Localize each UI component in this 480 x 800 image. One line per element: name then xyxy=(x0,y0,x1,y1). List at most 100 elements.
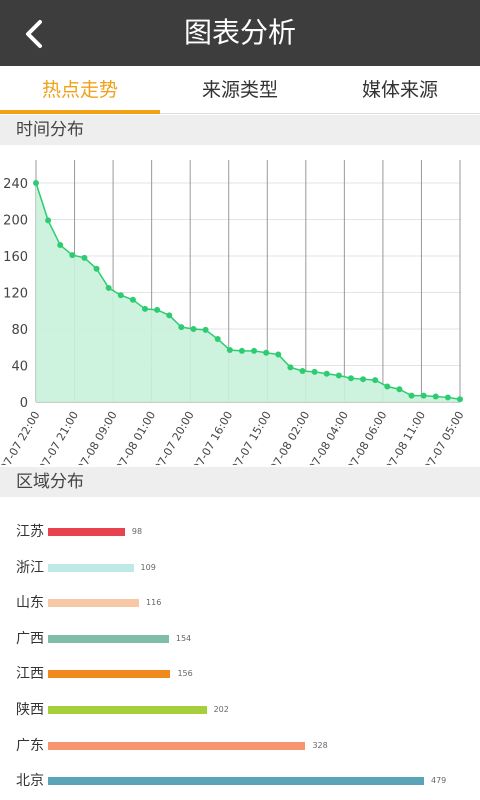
region-bar xyxy=(48,528,125,536)
region-value-label: 328 xyxy=(312,740,328,750)
region-bar xyxy=(48,563,134,572)
x-tick-label: 07-08 01:00 xyxy=(113,409,158,465)
x-tick-label: 07-08 02:00 xyxy=(268,409,313,465)
data-point xyxy=(57,242,64,249)
data-point xyxy=(287,364,294,371)
section-header-time: 时间分布 xyxy=(0,115,480,145)
data-point xyxy=(178,324,185,331)
data-point xyxy=(154,306,161,313)
x-tick-label: 07-08 09:00 xyxy=(75,409,120,465)
region-label: 北京 xyxy=(16,773,44,790)
data-point xyxy=(251,347,258,354)
region-label: 陕西 xyxy=(16,702,44,718)
title-bar: 图表分析 xyxy=(0,0,480,66)
region-label: 广西 xyxy=(16,630,44,647)
region-row: 陕西 202 xyxy=(0,698,480,722)
region-label: 浙江 xyxy=(16,559,44,576)
x-tick-label: 07-08 06:00 xyxy=(345,409,390,465)
region-row: 江苏 98 xyxy=(0,520,480,544)
data-point xyxy=(457,396,463,403)
region-value-label: 98 xyxy=(131,527,143,536)
tab-bar: 热点走势 来源类型 媒体来源 xyxy=(0,66,480,114)
data-point xyxy=(335,372,342,379)
region-distribution-chart: 江苏 98 浙江 109 山东 116 广西 154 江西 156 陕西 202 广东 328 北京 479 xyxy=(0,497,480,800)
data-point xyxy=(214,336,221,343)
x-tick-label: 07-08 11:00 xyxy=(383,409,428,465)
region-label: 山东 xyxy=(16,595,44,612)
region-value-label: 156 xyxy=(177,669,193,679)
region-row: 北京 479 xyxy=(0,769,480,793)
region-row: 浙江 109 xyxy=(0,556,480,580)
region-row: 广东 328 xyxy=(0,734,480,758)
region-bar xyxy=(48,634,169,643)
data-point xyxy=(238,347,245,354)
active-tab-indicator xyxy=(0,110,160,114)
data-point xyxy=(117,292,124,299)
data-point xyxy=(347,375,354,382)
data-point xyxy=(81,254,88,261)
y-tick-label: 120 xyxy=(3,287,28,302)
data-point xyxy=(45,217,52,224)
region-bar xyxy=(48,777,424,786)
region-label: 江西 xyxy=(16,666,44,683)
chevron-left-icon xyxy=(26,20,42,48)
region-row: 广西 154 xyxy=(0,627,480,651)
data-point xyxy=(93,265,100,272)
data-point xyxy=(33,180,39,186)
y-tick-label: 80 xyxy=(11,323,28,338)
y-tick-label: 40 xyxy=(11,360,28,375)
y-tick-label: 0 xyxy=(20,396,28,411)
region-row: 山东 116 xyxy=(0,591,480,615)
data-point xyxy=(360,376,367,383)
tab-source-type[interactable]: 来源类型 xyxy=(201,79,278,101)
data-point xyxy=(384,383,391,390)
data-point xyxy=(323,370,330,377)
data-point xyxy=(142,305,149,312)
x-tick-label: 07-07 21:00 xyxy=(36,409,81,465)
data-point xyxy=(263,349,270,356)
region-label: 广东 xyxy=(16,737,44,754)
data-point xyxy=(311,368,318,375)
region-bar xyxy=(48,706,207,714)
x-tick-label: 07-07 16:00 xyxy=(190,409,235,465)
section-header-region: 区域分布 xyxy=(0,467,480,497)
data-point xyxy=(275,351,282,358)
y-tick-label: 200 xyxy=(3,214,28,229)
region-bar xyxy=(48,599,140,608)
region-row: 江西 156 xyxy=(0,662,480,686)
x-tick-label: 07-07 15:00 xyxy=(229,409,274,465)
data-point xyxy=(372,377,379,384)
x-tick-label: 07-08 04:00 xyxy=(306,409,351,465)
back-button[interactable] xyxy=(14,14,54,54)
tab-hot-trend[interactable]: 热点走势 xyxy=(41,79,118,101)
data-point xyxy=(299,367,306,374)
data-point xyxy=(420,392,427,399)
region-value-label: 479 xyxy=(431,776,447,786)
region-bar xyxy=(48,741,306,750)
data-point xyxy=(166,312,173,319)
area-fill xyxy=(36,183,460,402)
x-tick-label: 07-07 05:00 xyxy=(422,409,467,465)
region-value-label: 202 xyxy=(213,705,229,714)
region-value-label: 109 xyxy=(140,562,156,572)
data-point xyxy=(408,392,415,399)
y-tick-label: 240 xyxy=(3,177,28,192)
tab-media-source[interactable]: 媒体来源 xyxy=(361,79,438,101)
y-tick-label: 160 xyxy=(3,250,28,265)
data-point xyxy=(226,346,233,353)
region-bar xyxy=(48,670,171,679)
region-value-label: 154 xyxy=(175,633,192,643)
data-point xyxy=(105,284,112,291)
region-label: 江苏 xyxy=(16,524,44,540)
data-point xyxy=(129,296,136,303)
data-point xyxy=(396,386,403,393)
page-title: 图表分析 xyxy=(183,16,296,49)
data-point xyxy=(190,326,197,332)
x-tick-label: 07-07 22:00 xyxy=(0,409,43,465)
data-point xyxy=(202,326,209,333)
data-point xyxy=(69,252,76,259)
data-point xyxy=(432,393,439,400)
region-value-label: 116 xyxy=(146,598,162,608)
data-point xyxy=(444,394,451,401)
